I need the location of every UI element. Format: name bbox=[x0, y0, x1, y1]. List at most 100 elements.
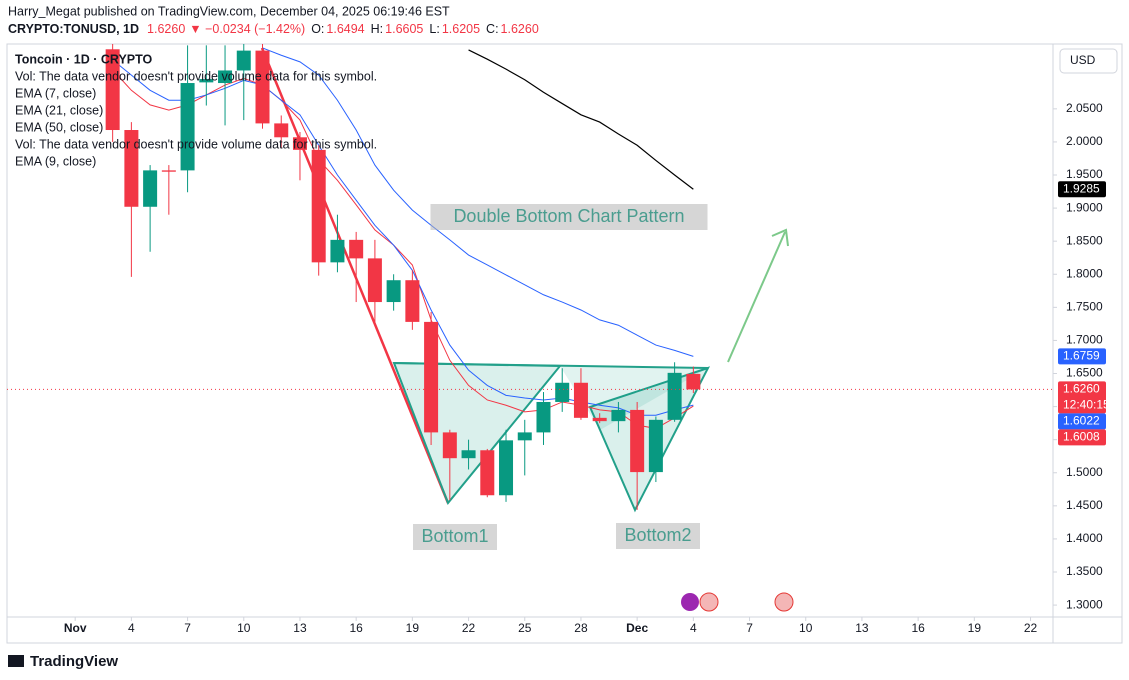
change: ▼ −0.0234 (−1.42%) bbox=[189, 22, 305, 36]
y-tick-label: 1.8000 bbox=[1066, 266, 1103, 280]
arrow-head bbox=[771, 228, 789, 247]
plot-area bbox=[7, 44, 1053, 513]
annotation: Bottom1 bbox=[421, 526, 488, 546]
publisher: Harry_Megat published on TradingView.com… bbox=[8, 4, 450, 18]
chart-frame bbox=[6, 43, 1123, 644]
x-tick-label: 28 bbox=[574, 621, 588, 635]
y-tick-label: 1.3000 bbox=[1066, 597, 1103, 611]
candle-body bbox=[648, 419, 663, 473]
y-tick-label: 1.7500 bbox=[1066, 300, 1103, 314]
ohlc-value: 1.6260 bbox=[501, 22, 539, 36]
ohlc-value: 1.6205 bbox=[442, 22, 480, 36]
legend-item: EMA (50, close) bbox=[15, 120, 103, 134]
legend-item: Vol: The data vendor doesn't provide vol… bbox=[15, 69, 377, 83]
candle-body bbox=[105, 49, 120, 131]
annotation: Double Bottom Chart Pattern bbox=[453, 206, 684, 226]
candle-body bbox=[292, 137, 307, 150]
currency-box[interactable] bbox=[1059, 48, 1118, 74]
x-tick-label: 22 bbox=[462, 621, 476, 635]
currency[interactable]: USD bbox=[1070, 53, 1096, 67]
candle-body bbox=[367, 258, 382, 303]
price-tag bbox=[1058, 181, 1106, 198]
y-tick-label: 1.3500 bbox=[1066, 564, 1103, 578]
neckline bbox=[393, 362, 709, 369]
y-tick-label: 1.4500 bbox=[1066, 498, 1103, 512]
y-tick-label: 1.9500 bbox=[1066, 167, 1103, 181]
x-tick-label: 19 bbox=[968, 621, 982, 635]
event-icon[interactable] bbox=[774, 592, 794, 612]
candle-body bbox=[592, 417, 607, 422]
candle-body bbox=[218, 70, 233, 84]
candle-body bbox=[517, 432, 532, 441]
symbol-line: CRYPTO:TONUSD, 1D 1.6260 ▼ −0.0234 (−1.42%… bbox=[8, 22, 539, 36]
y-tick-label: 1.5000 bbox=[1066, 465, 1103, 479]
x-tick-label: 16 bbox=[911, 621, 925, 635]
candle-body bbox=[405, 280, 420, 322]
candle-body bbox=[461, 450, 476, 459]
y-tick-label: 1.9000 bbox=[1066, 200, 1103, 214]
chart-title: Toncoin · 1D · CRYPTO bbox=[15, 52, 153, 66]
arrow bbox=[727, 231, 786, 363]
candle-body bbox=[424, 321, 439, 433]
candle-body bbox=[667, 372, 682, 420]
x-tick-label: 16 bbox=[349, 621, 363, 635]
y-tick-label: 1.4000 bbox=[1066, 531, 1103, 545]
x-tick-label: 13 bbox=[855, 621, 869, 635]
x-tick-label: 4 bbox=[128, 621, 135, 635]
legend-item: EMA (21, close) bbox=[15, 103, 103, 117]
annotation-box bbox=[616, 523, 700, 549]
brand: TradingView bbox=[30, 653, 118, 670]
candle-body bbox=[330, 239, 345, 263]
x-tick-label: 19 bbox=[406, 621, 420, 635]
candle-body bbox=[386, 280, 401, 303]
ohlc-value: 1.6605 bbox=[385, 22, 423, 36]
y-tick-label: 2.0500 bbox=[1066, 101, 1103, 115]
x-tick-label: 7 bbox=[184, 621, 191, 635]
y-tick-label: 1.6500 bbox=[1066, 366, 1103, 380]
candle-body bbox=[199, 79, 214, 83]
x-tick-label: 22 bbox=[1024, 621, 1038, 635]
legend-item: EMA (7, close) bbox=[15, 86, 96, 100]
trend-line bbox=[260, 47, 450, 504]
x-tick-label: Nov bbox=[64, 621, 87, 635]
symbol: CRYPTO:TONUSD, 1D bbox=[8, 22, 139, 36]
candle-body bbox=[274, 123, 289, 138]
candle-body bbox=[180, 83, 195, 171]
candle-body bbox=[236, 50, 251, 71]
x-tick-label: 13 bbox=[293, 621, 307, 635]
x-tick-label: 25 bbox=[518, 621, 532, 635]
candle-body bbox=[536, 401, 551, 433]
y-tick-label: 1.7000 bbox=[1066, 333, 1103, 347]
legend-item: EMA (9, close) bbox=[15, 154, 96, 168]
ohlc-key: L: bbox=[429, 22, 439, 36]
ohlc-key: C: bbox=[486, 22, 499, 36]
price-tag-label: 1.9285 bbox=[1063, 181, 1100, 195]
candle-body bbox=[143, 170, 158, 207]
candle-body bbox=[124, 130, 139, 207]
event-icon[interactable] bbox=[699, 592, 719, 612]
price-tag-label: 1.6022 bbox=[1063, 414, 1100, 428]
candle-body bbox=[442, 432, 457, 459]
annotation-box bbox=[413, 524, 497, 550]
price-tag bbox=[1058, 381, 1106, 414]
candle-body bbox=[630, 409, 645, 473]
ema-line bbox=[262, 47, 694, 357]
price-tag-label: 1.6759 bbox=[1063, 349, 1100, 363]
price-tag bbox=[1058, 413, 1106, 430]
x-tick-label: 10 bbox=[799, 621, 813, 635]
candle-body bbox=[499, 440, 514, 496]
ohlc-key: O: bbox=[311, 22, 324, 36]
ohlc-value: 1.6494 bbox=[326, 22, 364, 36]
event-icon[interactable] bbox=[681, 593, 699, 611]
ema-line bbox=[112, 59, 694, 416]
candle-body bbox=[311, 149, 326, 263]
ohlc-key: H: bbox=[371, 22, 384, 36]
x-tick-label: 7 bbox=[746, 621, 753, 635]
last-price: 1.6260 bbox=[147, 22, 185, 36]
candle-body bbox=[611, 409, 626, 422]
price-tag bbox=[1058, 429, 1106, 446]
candle-body bbox=[480, 450, 495, 496]
price-tag bbox=[1058, 348, 1106, 365]
ema-line bbox=[468, 49, 694, 190]
